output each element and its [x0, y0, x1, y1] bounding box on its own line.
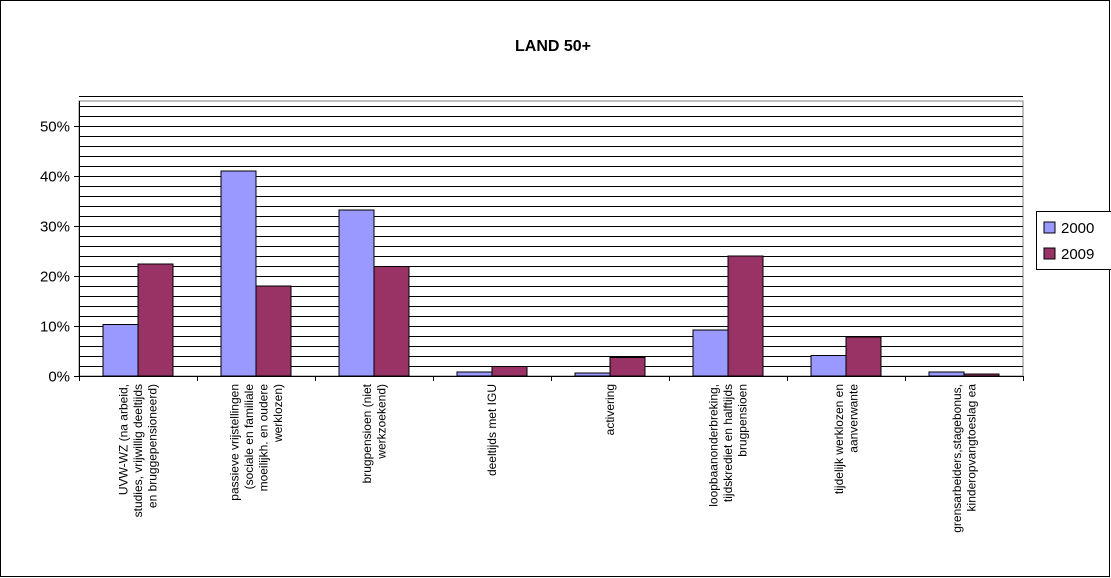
y-tick-label: 20%: [40, 269, 70, 286]
bar-2009-1: [137, 263, 174, 377]
legend-box: [1036, 211, 1111, 270]
category-label-line: (sociale en familiale: [242, 384, 256, 490]
category-label-line: kinderopvangtoeslag ea: [964, 384, 978, 512]
legend-swatch-2000: [1043, 221, 1056, 234]
category-labels: UVW-WZ (na arbeid, studies, vrijwillig de…: [117, 383, 979, 532]
legend-label-2000: 2000: [1061, 220, 1094, 237]
bar-2009-2: [255, 285, 292, 377]
category-label-line: werklozen): [271, 384, 285, 443]
bar-2000-6: [692, 329, 729, 377]
category-label-8: grensarbeiders,stagebonus, kinderopvangto…: [950, 384, 979, 533]
bar-2000-3: [338, 209, 375, 377]
bar-2000-2: [220, 170, 257, 377]
category-label-line: brugpensioen: [736, 384, 750, 457]
legend: 2000 2009: [1036, 211, 1111, 270]
category-label-line: en bruggepensioneerd): [146, 384, 160, 508]
y-tick-label: 0%: [48, 369, 70, 386]
bar-2009-6: [727, 255, 764, 377]
category-label-5: activering: [603, 384, 617, 435]
bar-2000-1: [102, 324, 139, 377]
category-label-line: aanverwante: [846, 384, 860, 453]
bar-2009-7: [845, 336, 882, 377]
category-label-3: brugpensioen (niet werkzoekend): [360, 383, 389, 483]
legend-swatch-2009: [1043, 247, 1056, 260]
chart-title: LAND 50+: [515, 38, 591, 55]
category-label-7: tijdelijk werklozen en aanverwante: [832, 384, 861, 494]
category-label-line: grensarbeiders,stagebonus,: [950, 384, 964, 533]
bar-2009-3: [373, 266, 410, 377]
y-tick-label: 30%: [40, 219, 70, 236]
category-label-line: activering: [603, 384, 617, 435]
category-label-line: loopbaanonderbreking,: [707, 384, 721, 507]
y-tick-label: 40%: [40, 169, 70, 186]
category-label-line: UVW-WZ (na arbeid,: [117, 384, 131, 495]
y-tick-label: 10%: [40, 319, 70, 336]
category-label-6: loopbaanonderbreking, tijdskrediet en hal…: [707, 384, 750, 507]
category-label-line: werkzoekend): [374, 384, 388, 460]
category-label-line: tijdskrediet en halftijds: [721, 384, 735, 502]
bars: [102, 170, 1000, 377]
category-label-line: moeilijkh. en oudere: [256, 384, 270, 492]
bar-2000-8: [928, 371, 965, 377]
bar-2000-7: [810, 355, 847, 377]
category-label-line: tijdelijk werklozen en: [832, 384, 846, 494]
category-label-4: deeltijds met IGU: [485, 384, 499, 476]
bar-2009-4: [491, 366, 528, 377]
bar-2000-4: [456, 371, 493, 377]
y-tick-label: 50%: [40, 119, 70, 136]
bar-2000-5: [574, 372, 611, 377]
category-label-line: passieve vrijstellingen: [227, 384, 241, 501]
axes: 0% 10% 20% 30% 40% 50%: [40, 101, 1024, 386]
legend-label-2009: 2009: [1061, 246, 1094, 263]
category-label-1: UVW-WZ (na arbeid, studies, vrijwillig de…: [117, 384, 160, 517]
category-label-line: studies, vrijwillig deeltijds: [131, 384, 145, 517]
category-label-line: deeltijds met IGU: [485, 384, 499, 476]
bar-2009-8: [963, 373, 1000, 377]
category-label-line: brugpensioen (niet: [360, 383, 374, 483]
category-label-2: passieve vrijstellingen (sociale en famil…: [227, 384, 285, 501]
bar-2009-5: [609, 357, 646, 377]
